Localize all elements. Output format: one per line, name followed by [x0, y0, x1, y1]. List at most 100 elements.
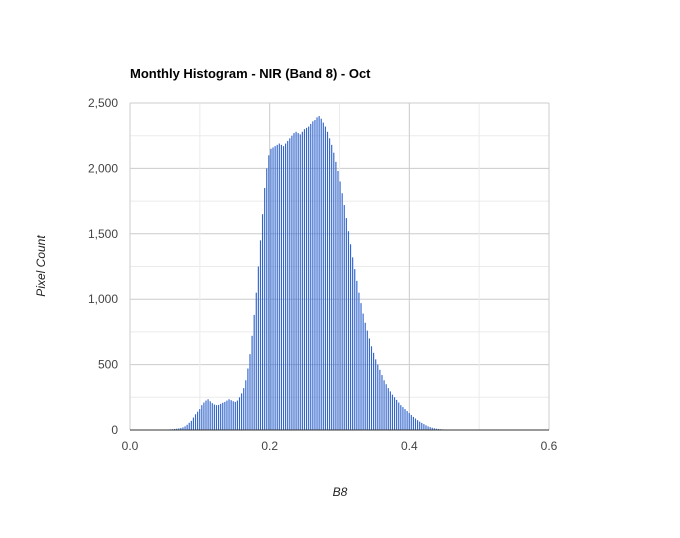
- histogram-bar: [398, 403, 399, 430]
- histogram-bar: [354, 269, 355, 430]
- histogram-bar: [404, 409, 405, 430]
- histogram-bar: [373, 353, 374, 430]
- histogram-bar: [212, 403, 213, 430]
- y-tick-label: 2,000: [88, 161, 118, 175]
- histogram-bar: [367, 331, 368, 430]
- histogram-bar: [419, 422, 420, 430]
- y-tick-label: 500: [98, 358, 118, 372]
- histogram-bar: [214, 404, 215, 430]
- histogram-bar: [228, 399, 229, 430]
- histogram-bar: [381, 375, 382, 430]
- histogram-bar: [310, 124, 311, 430]
- histogram-bar: [270, 149, 271, 430]
- histogram-bar: [333, 153, 334, 430]
- histogram-bar: [356, 281, 357, 430]
- histogram-bar: [411, 415, 412, 430]
- histogram-bar: [346, 218, 347, 430]
- histogram-bar: [308, 127, 309, 430]
- histogram-bar: [197, 412, 198, 430]
- y-tick-label: 1,500: [88, 227, 118, 241]
- histogram-bar: [231, 400, 232, 430]
- histogram-bar: [293, 133, 294, 430]
- x-tick-label: 0.4: [401, 439, 418, 453]
- histogram-bar: [247, 369, 248, 430]
- histogram-bar: [193, 418, 194, 430]
- histogram-bar: [314, 120, 315, 430]
- histogram-bar: [254, 315, 255, 430]
- histogram-bar: [224, 402, 225, 430]
- histogram-bar: [340, 181, 341, 430]
- histogram-bar: [350, 244, 351, 430]
- histogram-bar: [191, 421, 192, 430]
- histogram-bar: [296, 132, 297, 430]
- histogram-bar: [258, 267, 259, 431]
- chart-title: Monthly Histogram - NIR (Band 8) - Oct: [130, 66, 371, 81]
- histogram-bar: [325, 127, 326, 430]
- histogram-bar: [427, 426, 428, 430]
- histogram-bar: [423, 424, 424, 430]
- histogram-bar: [237, 401, 238, 430]
- histogram-bar: [272, 147, 273, 430]
- histogram-bar: [208, 399, 209, 430]
- histogram-bar: [275, 146, 276, 430]
- histogram-bar: [402, 407, 403, 430]
- histogram-bar: [201, 405, 202, 430]
- histogram-bar: [243, 388, 244, 430]
- histogram-bar: [360, 303, 361, 430]
- histogram-bar: [417, 420, 418, 430]
- histogram-bar: [375, 359, 376, 430]
- histogram-bar: [235, 402, 236, 430]
- histogram-bar: [216, 405, 217, 430]
- histogram-bar: [287, 141, 288, 430]
- histogram-bar: [266, 168, 267, 430]
- histogram-bar: [407, 411, 408, 430]
- histogram-bar: [262, 214, 263, 430]
- histogram-bar: [300, 134, 301, 430]
- histogram-bar: [291, 136, 292, 430]
- y-axis-title: Pixel Count: [34, 235, 48, 297]
- histogram-bar: [285, 144, 286, 430]
- histogram-bar: [210, 401, 211, 430]
- histogram-bar: [312, 121, 313, 430]
- histogram-bar: [379, 370, 380, 430]
- histogram-bar: [413, 417, 414, 430]
- histogram-bar: [199, 409, 200, 430]
- histogram-bar: [363, 314, 364, 430]
- histogram-bar: [187, 425, 188, 430]
- histogram-bar: [358, 293, 359, 430]
- histogram-bar: [239, 397, 240, 430]
- histogram-bar: [327, 132, 328, 430]
- histogram-bar: [289, 138, 290, 430]
- histogram-bar: [392, 395, 393, 430]
- histogram-bar: [226, 401, 227, 430]
- histogram-bar: [233, 401, 234, 430]
- histogram-bar: [352, 257, 353, 430]
- histogram-bar: [298, 133, 299, 430]
- histogram-bar: [390, 391, 391, 430]
- x-axis-title: B8: [333, 485, 348, 499]
- histogram-bar: [277, 145, 278, 430]
- histogram-bar: [189, 423, 190, 430]
- histogram-bar: [321, 119, 322, 430]
- histogram-bar: [394, 397, 395, 430]
- histogram-bar: [388, 388, 389, 430]
- histogram-bar: [306, 128, 307, 430]
- histogram-bar: [252, 336, 253, 430]
- histogram-bar: [281, 145, 282, 430]
- y-tick-label: 0: [111, 423, 118, 437]
- histogram-bar: [268, 155, 269, 430]
- histogram-bar: [279, 144, 280, 430]
- histogram-bar: [421, 423, 422, 430]
- y-tick-label: 2,500: [88, 96, 118, 110]
- histogram-bar: [331, 145, 332, 430]
- histogram-bar: [425, 425, 426, 430]
- histogram-bar: [304, 129, 305, 430]
- y-tick-label: 1,000: [88, 292, 118, 306]
- histogram-bar: [415, 418, 416, 430]
- x-tick-label: 0.2: [261, 439, 278, 453]
- histogram-bar: [329, 138, 330, 430]
- histogram-bar: [335, 162, 336, 430]
- histogram-bar: [260, 240, 261, 430]
- histogram-bar: [365, 323, 366, 430]
